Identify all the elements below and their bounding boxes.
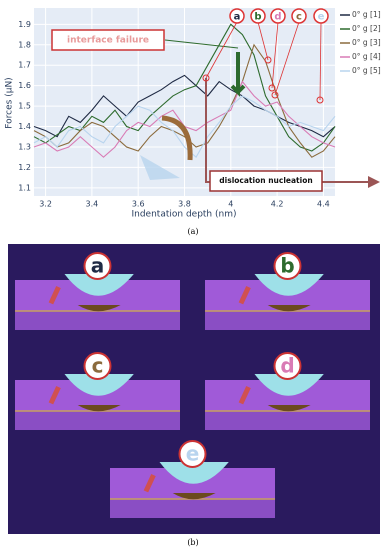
y-tick-label: 1.2: [18, 163, 31, 172]
y-tick-label: 1.4: [18, 122, 31, 131]
label-badge: [250, 8, 266, 24]
point-marker: [268, 84, 276, 92]
arrow: [368, 176, 380, 188]
point-label: a: [234, 12, 241, 23]
dislocation: [48, 386, 61, 405]
snapshots: a b c d e (b): [8, 244, 380, 547]
substrate: [110, 499, 275, 518]
indenter-zone: [64, 274, 134, 296]
x-tick-label: 4.2: [271, 200, 284, 209]
substrate: [205, 311, 370, 330]
indenter-zone: [159, 462, 229, 484]
arrow: [164, 39, 239, 49]
x-tick-label: 3.6: [132, 200, 145, 209]
point-label: e: [318, 12, 325, 23]
legend-label: 0° g [1]: [352, 10, 381, 19]
label-badge: [313, 8, 329, 24]
annotation: interface failure: [67, 36, 149, 46]
substrate: [15, 311, 180, 330]
label-badge: [270, 8, 286, 24]
point-label: b: [254, 12, 261, 23]
y-tick-label: 1.8: [18, 40, 31, 49]
y-tick-label: 1.3: [18, 142, 31, 151]
label-badge: [273, 352, 302, 380]
panel-label: (b): [187, 538, 198, 547]
snapshot-label: b: [280, 254, 294, 278]
label-badge: [291, 8, 307, 24]
y-tick-label: 1.5: [18, 102, 31, 111]
indenter-zone: [254, 374, 324, 396]
snapshot-label: c: [92, 354, 104, 378]
point-marker: [271, 91, 279, 99]
legend-label: 0° g [5]: [352, 66, 381, 75]
arrow: [140, 155, 180, 180]
indenter-zone: [64, 374, 134, 396]
leader: [274, 21, 300, 96]
panel-label: (a): [187, 227, 198, 236]
label-badge: [83, 352, 112, 380]
indenter-zone: [254, 274, 324, 296]
dislocation: [143, 474, 156, 493]
substrate: [15, 411, 180, 430]
debris: [77, 305, 121, 312]
x-tick-label: 3.4: [86, 200, 99, 209]
y-tick-label: 1.1: [18, 183, 31, 192]
label-badge: [178, 440, 207, 468]
dislocation: [48, 286, 61, 305]
y-tick-label: 1.6: [18, 81, 31, 90]
debris: [77, 405, 121, 412]
y-axis-label: Forces (μN): [5, 77, 15, 128]
x-axis-label: Indentation depth (nm): [131, 210, 236, 220]
legend-label: 0° g [4]: [352, 52, 381, 61]
arrow: [230, 52, 246, 97]
label-badge: [83, 252, 112, 280]
line: [33, 43, 336, 158]
snapshot-label: a: [91, 254, 105, 278]
label-badge: [273, 252, 302, 280]
label-badge: [229, 8, 245, 24]
debris: [267, 305, 311, 312]
point-marker: [316, 96, 324, 104]
substrate: [205, 411, 370, 430]
annotation: dislocation nucleation: [219, 176, 312, 185]
debris: [172, 493, 216, 500]
chart: Forces (μN) Indentation depth (nm) (a) 1…: [5, 8, 381, 236]
line: [33, 74, 336, 138]
debris: [267, 405, 311, 412]
dislocation: [238, 386, 251, 405]
annotation-box: [51, 29, 165, 51]
legend-label: 0° g [2]: [352, 24, 381, 33]
leader: [319, 21, 322, 101]
point-label: c: [296, 12, 302, 23]
dislocation: [238, 286, 251, 305]
point-label: d: [274, 12, 281, 23]
x-tick-label: 3.8: [178, 200, 191, 209]
leader: [205, 21, 238, 79]
line: [33, 95, 336, 159]
y-tick-label: 1.7: [18, 61, 31, 70]
annotation-box: [209, 170, 323, 192]
snapshot-label: e: [186, 442, 200, 466]
x-tick-label: 4.4: [317, 200, 330, 209]
legend-label: 0° g [3]: [352, 38, 381, 47]
arrow: [161, 115, 193, 161]
x-tick-label: 3.2: [39, 200, 52, 209]
snapshot-label: d: [280, 354, 294, 378]
leader: [257, 21, 269, 61]
point-marker: [264, 56, 272, 64]
line: [33, 23, 336, 152]
y-tick-label: 1.9: [18, 20, 31, 29]
point-marker: [202, 74, 210, 82]
leader: [271, 21, 279, 89]
x-tick-label: 4: [228, 200, 233, 209]
